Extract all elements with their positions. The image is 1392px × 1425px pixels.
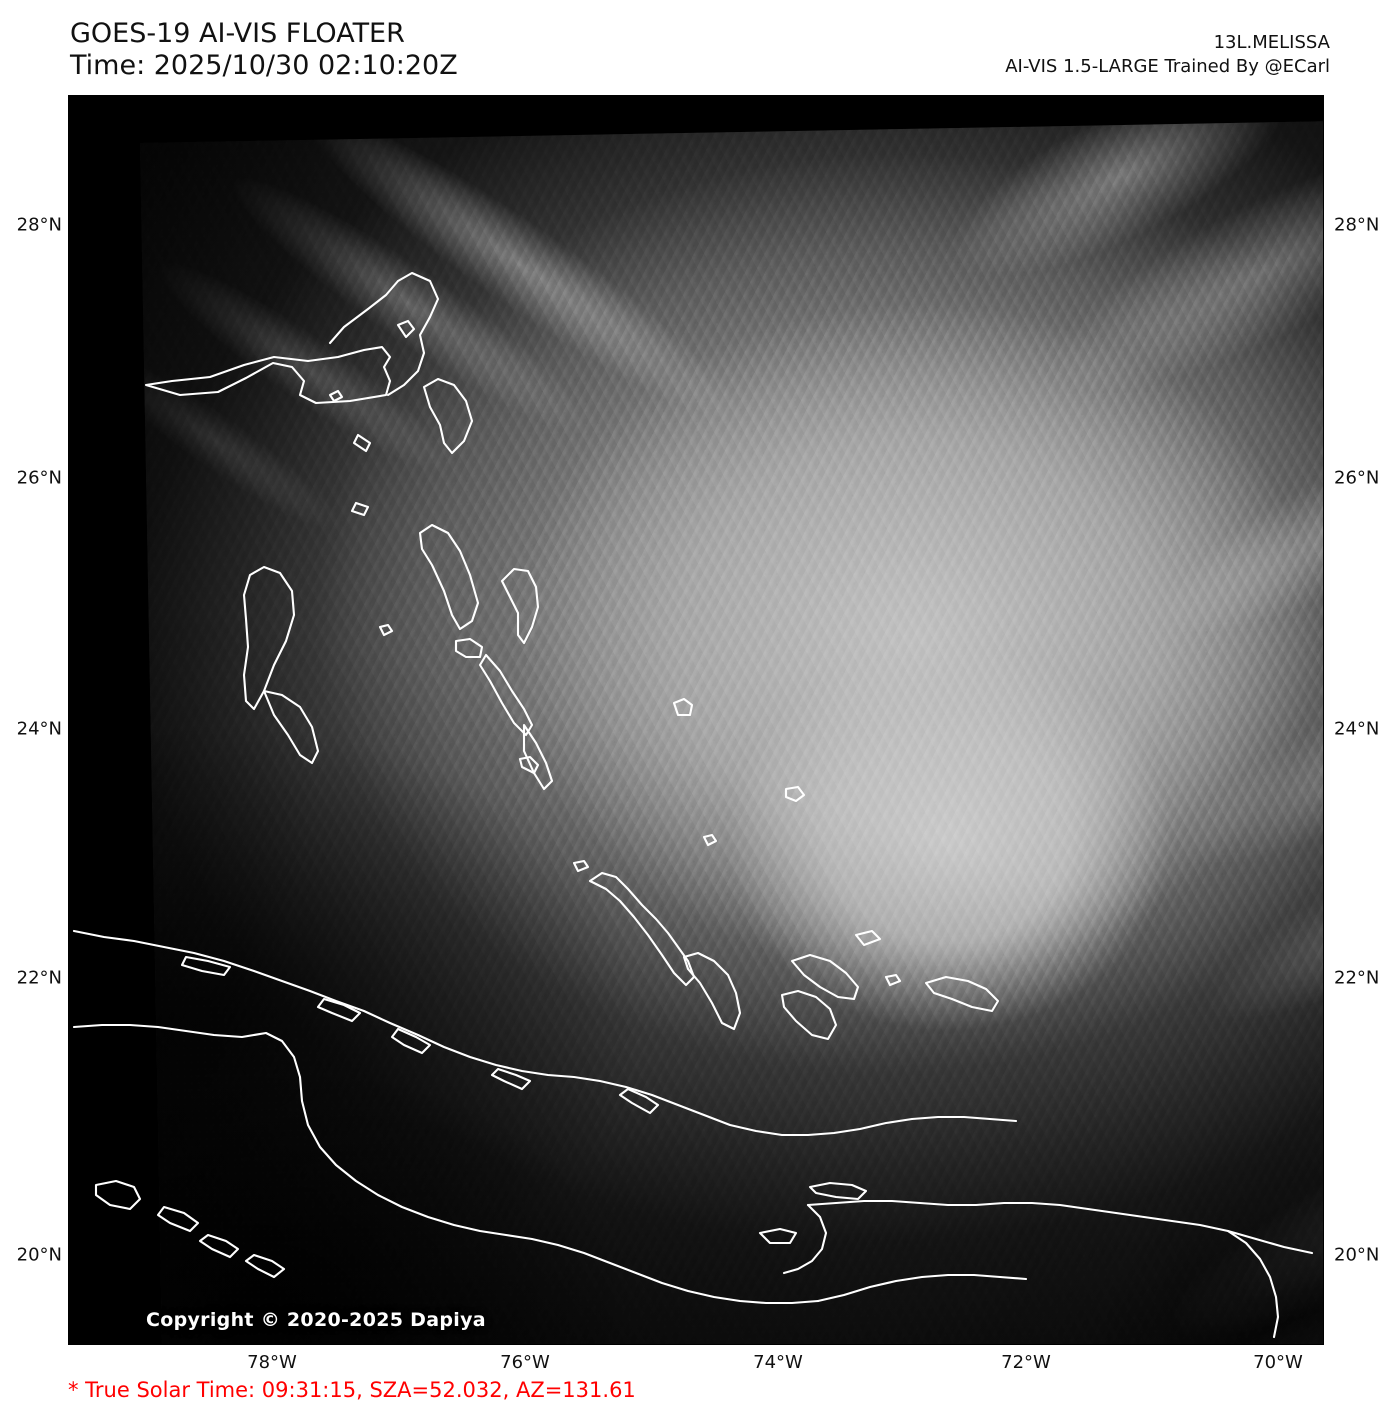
copyright-label: Copyright © 2020-2025 Dapiya (146, 1309, 486, 1331)
y-axis-tick-left-2: 24°N (16, 718, 62, 740)
x-axis-tick-4: 70°W (1253, 1352, 1303, 1373)
header-right: 13L.MELISSA AI-VIS 1.5-LARGE Trained By … (1005, 31, 1330, 79)
solar-info-label: * True Solar Time: 09:31:15, SZA=52.032,… (68, 1378, 636, 1402)
y-axis-tick-left-0: 28°N (16, 214, 62, 236)
y-axis-tick-left-1: 26°N (16, 467, 62, 489)
y-axis-tick-left-4: 20°N (16, 1244, 62, 1266)
y-axis-tick-right-0: 28°N (1334, 214, 1380, 236)
satellite-image-panel[interactable]: Copyright © 2020-2025 Dapiya (68, 95, 1324, 1345)
y-axis-tick-right-2: 24°N (1334, 718, 1380, 740)
coastline-isle-of-youth (94, 1179, 142, 1211)
satellite-data-swath (140, 120, 1324, 1345)
x-axis-tick-3: 72°W (1001, 1352, 1051, 1373)
y-axis-tick-left-3: 22°N (16, 967, 62, 989)
timestamp-label: Time: 2025/10/30 02:10:20Z (70, 49, 458, 81)
storm-id-label: 13L.MELISSA (1213, 32, 1330, 53)
y-axis-tick-right-1: 26°N (1334, 467, 1380, 489)
sensor-noise-layer (140, 120, 1324, 1345)
y-axis-tick-right-4: 20°N (1334, 1244, 1380, 1266)
page-title: GOES-19 AI-VIS FLOATER (70, 18, 405, 49)
x-axis-tick-1: 76°W (500, 1352, 550, 1373)
model-credit-label: AI-VIS 1.5-LARGE Trained By @ECarl (1005, 55, 1330, 77)
x-axis-tick-0: 78°W (247, 1352, 297, 1373)
x-axis-tick-2: 74°W (753, 1352, 803, 1373)
header-left: GOES-19 AI-VIS FLOATER Time: 2025/10/30 … (70, 18, 458, 82)
y-axis-tick-right-3: 22°N (1334, 967, 1380, 989)
